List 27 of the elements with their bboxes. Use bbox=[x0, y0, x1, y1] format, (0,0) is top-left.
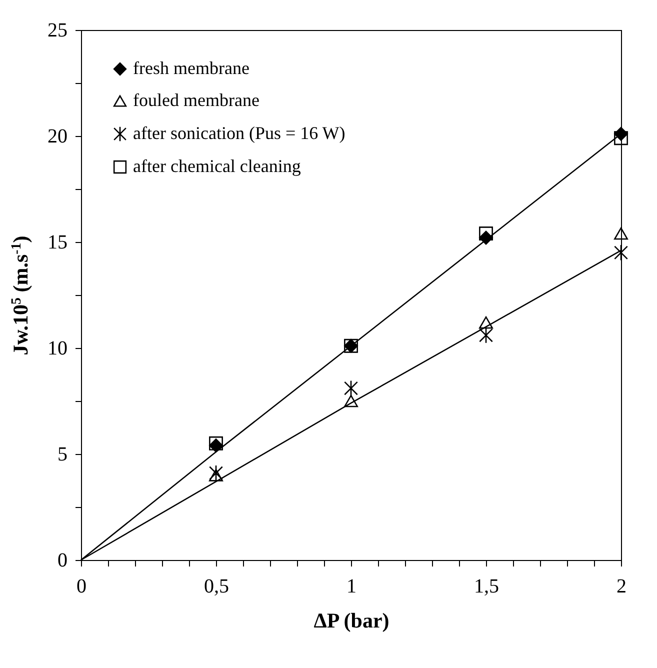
point bbox=[614, 131, 628, 146]
point bbox=[209, 469, 223, 482]
y-tick-label: 15 bbox=[48, 232, 68, 254]
x-tick-label: 1 bbox=[346, 576, 356, 598]
y-tick-label: 20 bbox=[48, 126, 68, 148]
x-tick-label: 0,5 bbox=[204, 576, 229, 598]
y-tick-label: 0 bbox=[58, 550, 68, 572]
y-tick-label: 5 bbox=[58, 444, 68, 466]
point bbox=[479, 226, 493, 240]
legend-label: fouled membrane bbox=[133, 90, 260, 110]
point bbox=[614, 227, 628, 240]
point bbox=[479, 316, 493, 329]
x-axis-title: ΔP (bar) bbox=[314, 608, 390, 632]
point bbox=[209, 436, 223, 450]
legend-label: after sonication (Pus = 16 W) bbox=[133, 123, 346, 143]
y-tick-label: 25 bbox=[48, 20, 68, 42]
point bbox=[344, 380, 358, 397]
legend-label: fresh membrane bbox=[133, 58, 250, 78]
x-tick-label: 2 bbox=[616, 576, 626, 598]
x-tick-label: 1,5 bbox=[474, 576, 499, 598]
y-tick-label: 10 bbox=[48, 338, 68, 360]
point bbox=[479, 327, 493, 344]
x-tick-label: 0 bbox=[76, 576, 86, 598]
legend-label: after chemical cleaning bbox=[133, 156, 301, 176]
point bbox=[209, 464, 223, 482]
point bbox=[614, 244, 628, 261]
point bbox=[344, 394, 358, 408]
